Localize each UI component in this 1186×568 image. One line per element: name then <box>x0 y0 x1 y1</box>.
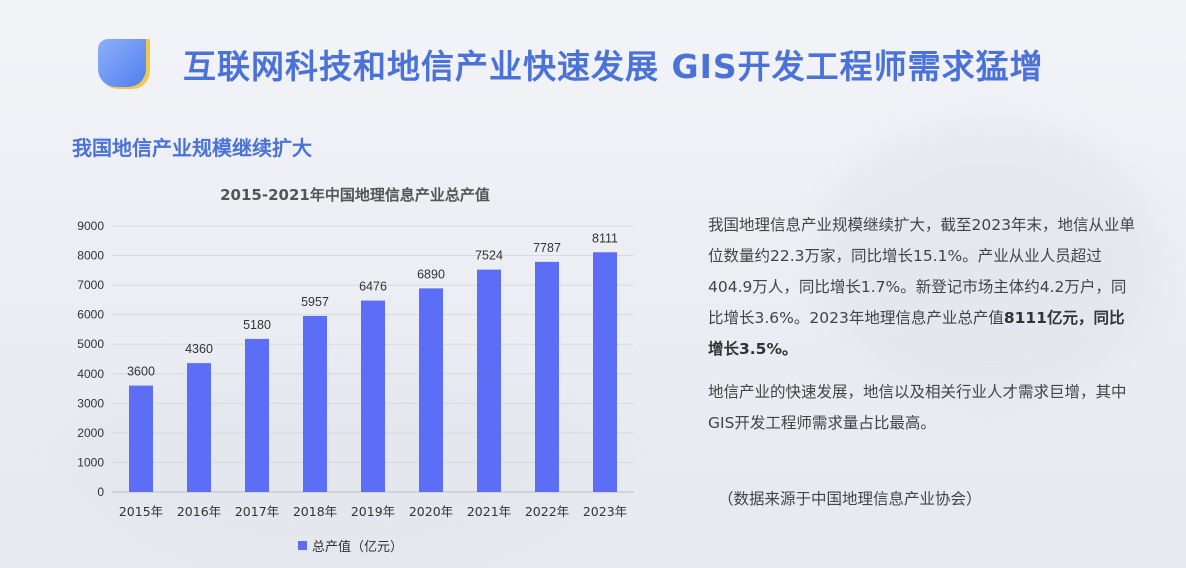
x-tick-label: 2020年 <box>409 504 453 519</box>
data-label: 6890 <box>417 267 445 281</box>
y-tick-label: 0 <box>97 485 104 499</box>
description-text: 我国地理信息产业规模继续扩大，截至2023年末，地信从业单位数量约22.3万家，… <box>708 216 1135 327</box>
data-source-note: （数据来源于中国地理信息产业协会） <box>718 490 982 508</box>
y-tick-label: 7000 <box>77 278 104 292</box>
description-panel: 我国地理信息产业规模继续扩大，截至2023年末，地信从业单位数量约22.3万家，… <box>708 210 1138 439</box>
bar-chart: 0 1000 2000 3000 4000 5000 6000 7000 8000 9000 360… <box>77 219 634 519</box>
description-paragraph-1: 我国地理信息产业规模继续扩大，截至2023年末，地信从业单位数量约22.3万家，… <box>708 210 1138 365</box>
data-label: 7787 <box>533 241 561 255</box>
legend-swatch <box>298 541 307 550</box>
y-tick-label: 3000 <box>77 396 104 410</box>
data-label: 5957 <box>301 295 329 309</box>
description-highlight: 8111亿元，同比增长3.5%。 <box>708 309 1125 358</box>
data-label: 5180 <box>243 318 271 332</box>
bar <box>535 261 559 492</box>
y-tick-label: 8000 <box>77 249 104 263</box>
y-tick-label: 6000 <box>77 308 104 322</box>
data-label: 3600 <box>127 365 155 379</box>
y-tick-label: 1000 <box>77 455 104 469</box>
y-tick-label: 5000 <box>77 337 104 351</box>
bar <box>303 315 327 492</box>
data-label: 4360 <box>185 342 213 356</box>
rounded-drop-logo-icon <box>98 37 156 91</box>
chart-title: 2015-2021年中国地理信息产业总产值 <box>220 186 490 204</box>
page-title: 互联网科技和地信产业快速发展 GIS开发工程师需求猛增 <box>183 47 1044 86</box>
data-label: 7524 <box>475 249 503 263</box>
description-paragraph-2: 地信产业的快速发展，地信以及相关行业人才需求巨增，其中GIS开发工程师需求量占比… <box>708 383 1127 432</box>
data-label: 8111 <box>592 231 618 245</box>
bar <box>477 269 501 492</box>
bar <box>361 300 385 492</box>
x-tick-label: 2017年 <box>235 504 279 519</box>
bar <box>187 363 211 492</box>
y-tick-label: 4000 <box>77 367 104 381</box>
legend-label: 总产值（亿元） <box>312 540 404 555</box>
x-tick-label: 2015年 <box>119 504 163 519</box>
y-tick-label: 2000 <box>77 426 104 440</box>
chart-legend: 总产值（亿元） <box>298 536 403 555</box>
x-tick-label: 2021年 <box>467 504 511 519</box>
bar <box>129 385 153 492</box>
bar <box>245 338 269 492</box>
x-tick-label: 2016年 <box>177 504 221 519</box>
x-tick-label: 2019年 <box>351 504 395 519</box>
data-label: 6476 <box>359 280 387 294</box>
x-tick-label: 2018年 <box>293 504 337 519</box>
x-tick-label: 2022年 <box>525 504 569 519</box>
bar <box>419 288 443 492</box>
x-tick-label: 2023年 <box>583 504 627 519</box>
bar <box>593 252 617 492</box>
y-tick-label: 9000 <box>77 219 104 233</box>
section-title: 我国地信产业规模继续扩大 <box>72 136 312 160</box>
